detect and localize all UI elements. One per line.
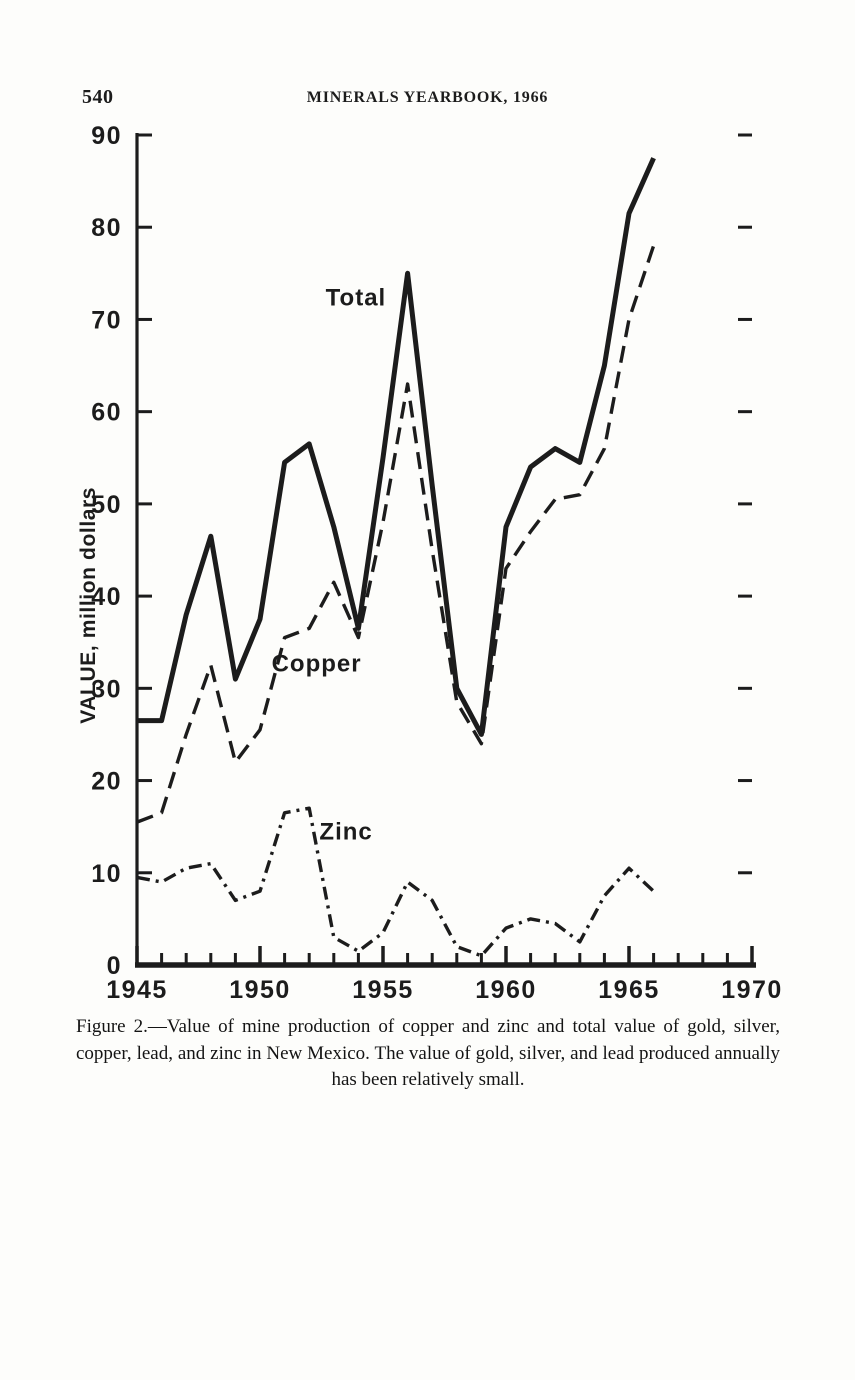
series-line-total [137,157,656,737]
x-tick-label: 1945 [106,976,168,1004]
series-label-total: Total [326,285,387,312]
y-tick-label: 30 [91,675,122,703]
figure-chart: 0 10 20 30 40 50 60 70 80 90 1945 1950 1955 1960 1965 1… [77,122,783,1004]
y-tick-label: 20 [91,768,122,796]
x-tick-label: 1960 [475,976,537,1004]
series-label-zinc: Zinc [319,819,372,846]
page-number: 540 [82,86,114,108]
series-line-zinc [136,806,655,958]
figure-caption: Figure 2.—Value of mine production of co… [76,1016,780,1091]
y-tick-label: 80 [91,214,122,242]
y-tick-label: 50 [91,491,122,519]
y-tick-label: 90 [91,122,122,150]
series-label-copper: Copper [272,651,362,678]
y-tick-label: 40 [91,583,122,611]
y-tick-label: 0 [107,952,122,980]
x-tick-label: 1955 [352,976,414,1004]
y-tick-label: 60 [91,399,122,427]
running-head-title: MINERALS YEARBOOK, 1966 [306,89,549,106]
y-axis-title: VALUE, million dollars [77,487,100,724]
y-tick-label: 10 [91,860,122,888]
x-tick-label: 1965 [598,976,660,1004]
x-tick-label: 1970 [721,976,783,1004]
series-line-copper [136,245,656,824]
x-tick-label: 1950 [229,976,291,1004]
y-tick-label: 70 [91,306,122,334]
